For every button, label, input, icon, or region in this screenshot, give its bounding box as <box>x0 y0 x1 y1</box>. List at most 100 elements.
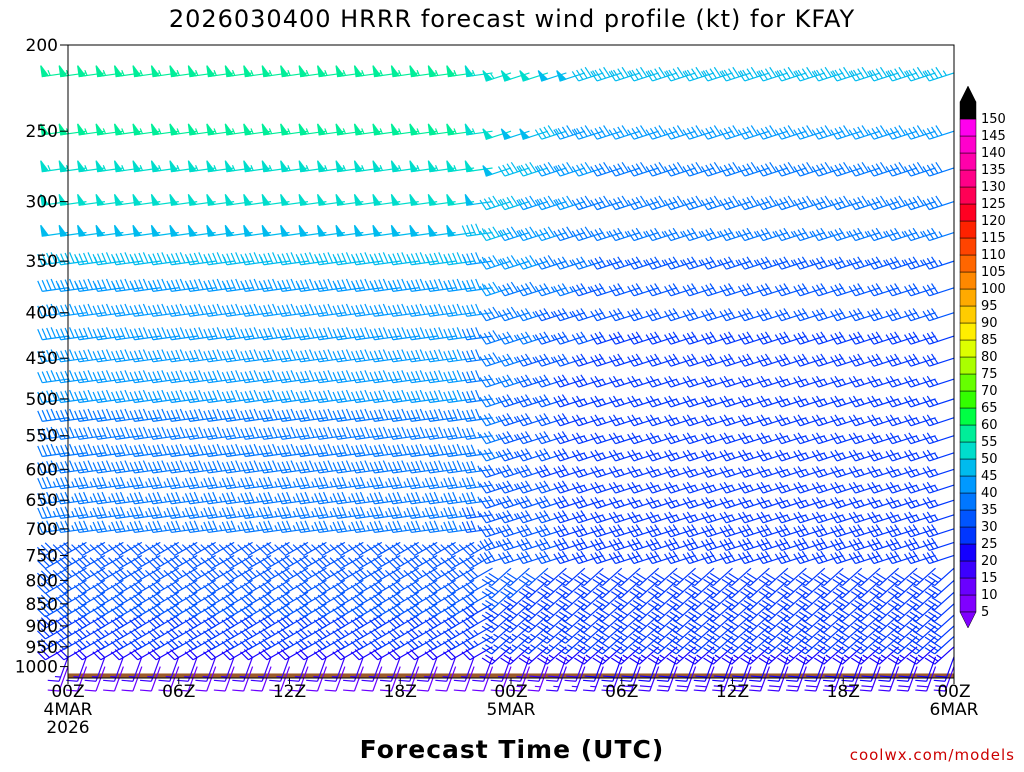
barb-feather <box>873 645 883 651</box>
barb-half-feather <box>512 634 517 637</box>
barb-half-feather <box>602 515 605 520</box>
barb-half-feather <box>234 641 238 645</box>
barb-half-feather <box>750 436 753 441</box>
barb-half-feather <box>367 525 369 530</box>
wind-barb <box>112 444 142 456</box>
barb-feather <box>675 680 686 681</box>
barb-feather <box>898 686 909 687</box>
barb-feather <box>70 409 75 419</box>
barb-feather <box>593 658 603 664</box>
barb-feather <box>759 658 769 664</box>
barb-feather <box>766 620 776 626</box>
barb-feather <box>251 680 262 681</box>
barb-half-feather <box>732 486 735 491</box>
barb-half-feather <box>826 655 831 658</box>
barb-half-feather <box>916 453 919 458</box>
barb-half-feather <box>770 655 775 658</box>
barb-feather <box>657 690 668 691</box>
barb-half-feather <box>824 470 827 475</box>
barb-half-feather <box>824 436 827 441</box>
barb-feather <box>42 445 47 455</box>
barb-half-feather <box>293 497 295 502</box>
barb-half-feather <box>844 655 849 658</box>
barb-half-feather <box>53 511 55 516</box>
barb-feather <box>522 645 532 651</box>
wind-barb <box>425 461 455 473</box>
barb-half-feather <box>824 515 827 520</box>
barb-half-feather <box>400 641 404 645</box>
wind-barb <box>149 409 179 421</box>
barb-half-feather <box>584 418 587 423</box>
wind-barb <box>583 667 603 691</box>
barb-feather <box>725 655 735 661</box>
barb-half-feather <box>549 645 554 648</box>
barb-feather <box>600 586 610 592</box>
barb-feather <box>578 576 588 582</box>
barb-feather <box>328 427 333 437</box>
barb-feather <box>895 620 905 626</box>
barb-feather <box>768 680 779 681</box>
barb-half-feather <box>916 436 919 441</box>
barb-feather <box>565 680 576 681</box>
barb-half-feather <box>639 436 642 441</box>
barb-half-feather <box>164 511 166 516</box>
barb-feather <box>328 409 333 419</box>
wind-barb <box>462 592 493 605</box>
barb-half-feather <box>602 470 605 475</box>
wind-barb <box>462 615 493 628</box>
barb-half-feather <box>602 418 605 423</box>
barb-feather <box>670 576 680 582</box>
barb-feather <box>725 576 735 582</box>
barb-feather <box>744 576 754 582</box>
barb-half-feather <box>935 470 938 475</box>
barb-feather <box>640 686 651 687</box>
barb-feather <box>878 680 889 681</box>
barb-feather <box>420 409 425 419</box>
barb-half-feather <box>658 436 661 441</box>
barb-feather <box>636 586 646 592</box>
chart-title: 2026030400 HRRR forecast wind profile (k… <box>169 5 855 33</box>
barb-feather <box>346 461 351 471</box>
barb-feather <box>85 690 96 691</box>
barb-feather <box>489 620 499 626</box>
wind-barb <box>185 461 215 473</box>
barb-feather <box>484 450 490 460</box>
wind-barb <box>444 427 474 439</box>
barb-half-feather <box>275 525 277 530</box>
barb-half-feather <box>658 470 661 475</box>
barb-half-feather <box>639 453 642 458</box>
barb-feather <box>217 409 222 419</box>
barb-feather <box>583 690 594 691</box>
barb-half-feather <box>404 525 406 530</box>
barb-half-feather <box>789 655 794 658</box>
barb-half-feather <box>183 497 185 502</box>
barb-half-feather <box>53 482 55 487</box>
barb-half-feather <box>879 436 882 441</box>
barb-feather <box>199 461 204 471</box>
barb-half-feather <box>418 641 422 645</box>
barb-feather <box>346 444 351 454</box>
wind-barb <box>112 409 142 421</box>
barb-feather <box>876 586 886 592</box>
barb-half-feather <box>621 418 624 423</box>
barb-half-feather <box>676 453 679 458</box>
wind-barb <box>462 568 493 581</box>
barb-feather <box>692 609 702 615</box>
barb-feather <box>325 680 336 681</box>
barb-half-feather <box>238 525 240 530</box>
wind-barb <box>407 461 437 473</box>
barb-half-feather <box>146 525 148 530</box>
barb-feather <box>803 586 813 592</box>
barb-half-feather <box>898 470 901 475</box>
wind-barb <box>462 636 493 649</box>
barb-feather <box>140 680 151 681</box>
barb-half-feather <box>879 515 882 520</box>
wind-barb <box>462 604 493 617</box>
barb-half-feather <box>769 501 772 506</box>
barb-feather <box>291 427 296 437</box>
wind-barb <box>370 444 400 456</box>
barb-feather <box>526 573 536 579</box>
barb-feather <box>489 586 499 592</box>
barb-half-feather <box>418 630 422 634</box>
barb-half-feather <box>512 645 517 648</box>
